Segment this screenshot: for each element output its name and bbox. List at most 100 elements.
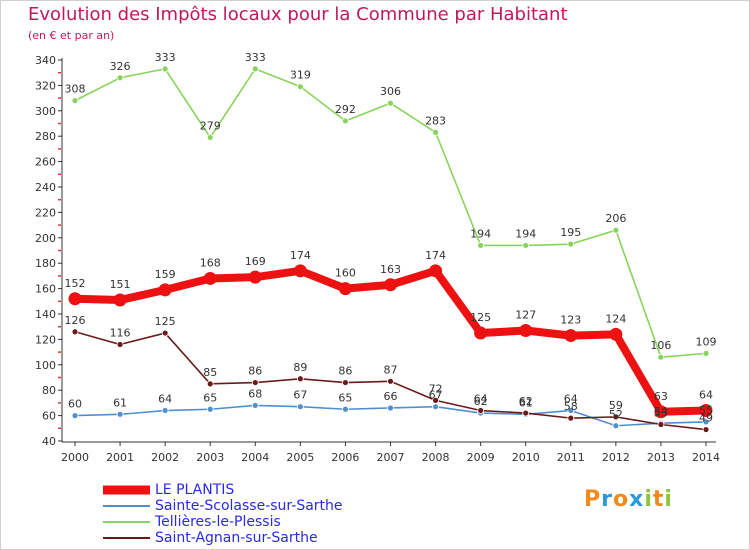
y-tick-label: 180: [35, 257, 56, 270]
data-label: 333: [245, 51, 266, 64]
y-tick-label: 100: [35, 359, 56, 372]
data-label: 64: [474, 393, 488, 406]
logo-letter: o: [612, 487, 630, 512]
logo-letter: x: [629, 487, 645, 512]
data-point: [342, 379, 349, 386]
y-tick-label: 140: [35, 308, 56, 321]
data-label: 125: [155, 315, 176, 328]
data-point: [338, 282, 352, 296]
x-tick-label: 2009: [467, 451, 495, 464]
data-point: [612, 422, 620, 430]
data-label: 194: [515, 227, 536, 240]
data-point: [158, 283, 172, 297]
data-label: 106: [650, 339, 671, 352]
data-point: [384, 278, 397, 292]
data-point: [206, 134, 214, 141]
data-label: 292: [335, 103, 356, 116]
data-label: 159: [155, 268, 176, 281]
data-label: 61: [519, 396, 533, 409]
data-point: [203, 271, 217, 285]
x-tick-label: 2007: [377, 451, 405, 464]
logo-letter: t: [652, 487, 665, 512]
chart-title: Evolution des Impôts locaux pour la Comm…: [28, 4, 568, 25]
data-label: 306: [380, 85, 401, 98]
data-point: [113, 293, 127, 307]
data-point: [251, 402, 259, 409]
data-point: [567, 240, 575, 248]
y-tick-label: 260: [35, 156, 56, 169]
data-point: [296, 375, 304, 383]
data-point: [342, 117, 349, 125]
data-label: 279: [200, 119, 221, 132]
data-point: [293, 264, 307, 278]
data-label: 85: [203, 366, 217, 379]
data-point: [702, 418, 710, 426]
logo-letter: i: [664, 487, 673, 512]
data-label: 63: [654, 390, 668, 403]
x-tick-label: 2003: [196, 451, 224, 464]
x-tick-label: 2008: [422, 451, 450, 464]
data-label: 127: [515, 309, 536, 322]
data-label: 65: [203, 391, 217, 404]
data-label: 319: [290, 69, 311, 82]
data-label: 152: [65, 277, 86, 290]
data-label: 168: [200, 256, 221, 269]
data-point: [161, 65, 169, 73]
data-point: [702, 349, 710, 357]
logo-letter: i: [644, 487, 653, 512]
y-tick-label: 120: [35, 333, 56, 346]
data-label: 54: [654, 405, 668, 418]
data-point: [612, 413, 620, 421]
legend-label: LE PLANTIS: [155, 482, 234, 498]
x-tick-label: 2000: [61, 451, 89, 464]
data-label: 61: [113, 396, 127, 409]
data-label: 326: [110, 60, 131, 73]
legend-label: Sainte-Scolasse-sur-Sarthe: [155, 498, 343, 514]
data-label: 308: [65, 83, 86, 96]
x-tick-label: 2012: [602, 451, 630, 464]
data-point: [71, 412, 79, 420]
data-label: 62: [519, 395, 533, 408]
data-point: [477, 242, 485, 249]
data-label: 125: [470, 311, 491, 324]
data-label: 64: [699, 389, 713, 402]
data-label: 160: [335, 267, 356, 280]
logo-letter: P: [584, 487, 602, 512]
data-point: [432, 128, 439, 136]
data-point: [296, 403, 304, 411]
data-label: 151: [110, 278, 131, 291]
data-point: [432, 396, 439, 404]
data-point: [71, 328, 79, 336]
logo-letter: r: [601, 487, 613, 512]
data-point: [116, 341, 124, 348]
x-tick-label: 2014: [692, 451, 720, 464]
data-label: 163: [380, 263, 401, 276]
data-label: 72: [429, 382, 443, 395]
legend-label: Tellières-le-Plessis: [154, 514, 281, 530]
legend-label: Saint-Agnan-sur-Sarthe: [155, 530, 318, 546]
data-point: [161, 407, 169, 414]
data-label: 58: [564, 400, 578, 413]
data-point: [387, 99, 394, 107]
x-tick-label: 2004: [241, 451, 269, 464]
data-point: [522, 409, 530, 417]
y-tick-label: 220: [35, 206, 56, 219]
data-label: 174: [425, 249, 446, 262]
data-label: 126: [65, 314, 86, 327]
data-label: 194: [470, 227, 491, 240]
x-tick-label: 2013: [647, 451, 675, 464]
data-label: 62: [474, 395, 488, 408]
data-label: 174: [290, 249, 311, 262]
data-label: 60: [68, 398, 82, 411]
data-point: [248, 270, 262, 284]
data-point: [387, 404, 394, 412]
data-point: [477, 407, 485, 414]
data-point: [699, 404, 713, 418]
x-tick-label: 2005: [286, 451, 314, 464]
data-label: 109: [696, 335, 717, 348]
y-tick-label: 80: [42, 384, 56, 397]
data-point: [609, 327, 623, 341]
data-point: [429, 264, 443, 278]
data-label: 333: [155, 51, 176, 64]
